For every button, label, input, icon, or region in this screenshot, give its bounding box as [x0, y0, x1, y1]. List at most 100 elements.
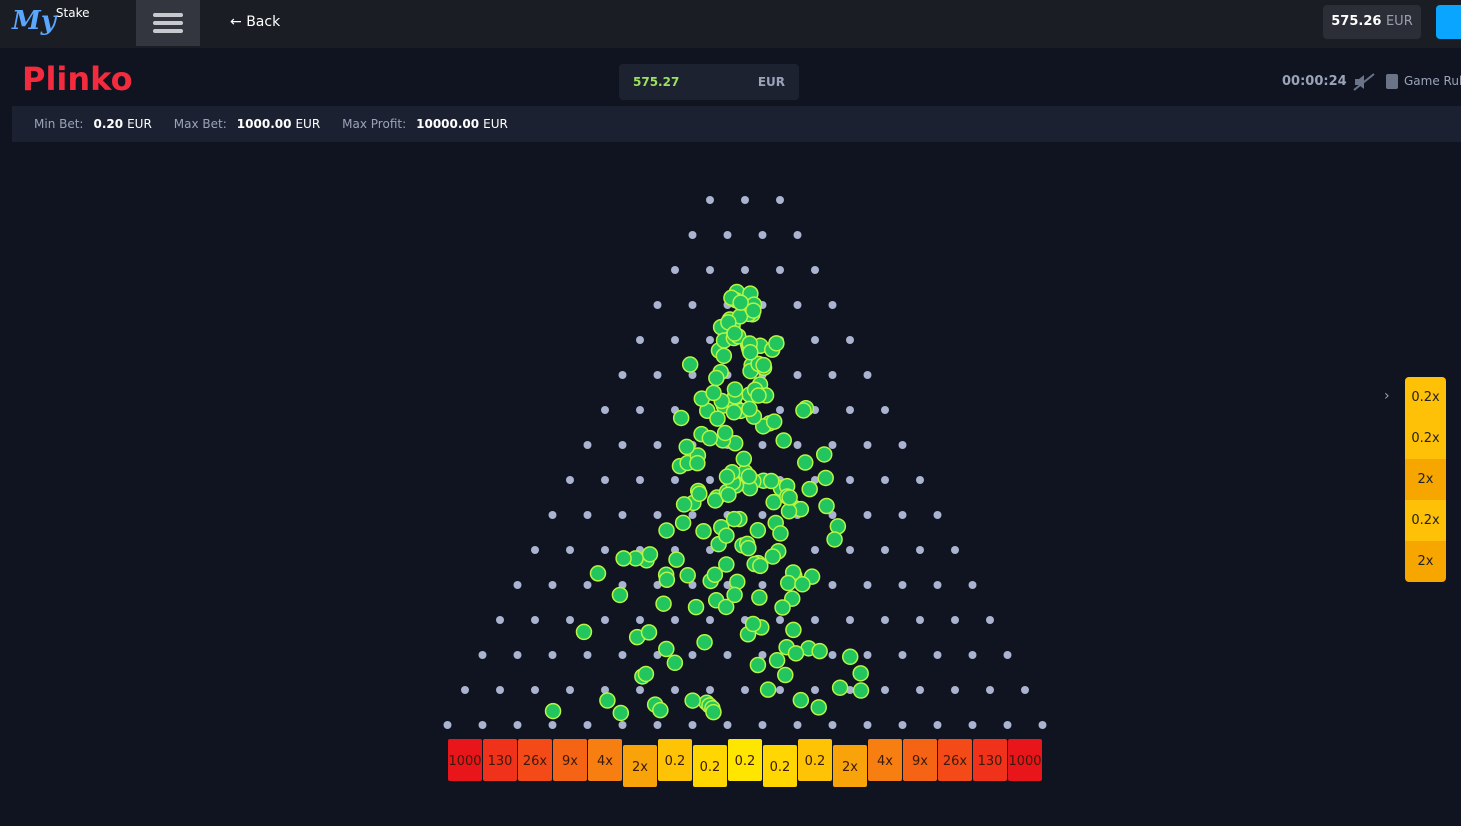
peg [846, 336, 854, 344]
peg [758, 581, 767, 589]
history-arrow[interactable]: › [1384, 388, 1390, 404]
peg [968, 721, 977, 729]
ball [764, 548, 782, 565]
peg [776, 196, 784, 204]
menu-button[interactable] [136, 0, 200, 46]
peg [601, 686, 609, 694]
history-item: 2x [1405, 459, 1446, 500]
peg [601, 406, 609, 414]
peg [951, 616, 959, 624]
peg [828, 651, 837, 659]
ball [841, 648, 859, 666]
game-balance-value: 575.27 [633, 75, 680, 89]
peg [793, 231, 802, 239]
peg [793, 371, 802, 379]
bucket [693, 745, 727, 787]
history-item: 0.2x [1405, 377, 1446, 418]
logo[interactable]: MyStake [12, 6, 89, 36]
ball [755, 356, 772, 374]
peg [671, 686, 679, 694]
peg [636, 336, 644, 344]
ball [687, 598, 705, 616]
peg [513, 581, 522, 589]
peg [811, 546, 819, 554]
ball [794, 576, 811, 593]
peg [881, 616, 889, 624]
peg [986, 616, 994, 624]
bucket [588, 739, 622, 781]
peg [548, 581, 557, 589]
peg [898, 651, 907, 659]
bucket-label: 130 [978, 754, 1003, 769]
bucket [763, 745, 797, 787]
plinko-board: 1000 130 26x 9x 4x 2x 0.2 0.2 0.2 0.2 0.2 2x 4x 9x 26x… [443, 196, 1047, 787]
peg [1003, 721, 1012, 729]
peg [601, 476, 609, 484]
history-item: 2x [1405, 541, 1446, 582]
top-bar: MyStake ← Back 575.26 EUR [0, 0, 1461, 48]
limit-label: Max Bet: [173, 117, 227, 131]
bucket-label: 2x [632, 760, 648, 775]
ball [709, 410, 726, 427]
ball [706, 566, 724, 583]
peg [828, 301, 837, 309]
peg [583, 441, 592, 449]
peg [496, 686, 504, 694]
bucket-label: 0.2 [700, 760, 721, 775]
back-button[interactable]: ← Back [230, 14, 281, 30]
deposit-button[interactable] [1436, 5, 1461, 39]
ball [637, 665, 655, 683]
ball [718, 556, 735, 573]
peg [653, 721, 662, 729]
ball [725, 403, 743, 421]
peg [636, 476, 644, 484]
peg [916, 546, 924, 554]
ball [695, 523, 712, 540]
limit-value: 1000.00 [236, 117, 292, 131]
game-balance: 575.27 EUR [619, 64, 799, 100]
peg [968, 581, 977, 589]
peg [916, 476, 924, 484]
peg [793, 441, 802, 449]
limit-unit: EUR [127, 117, 152, 131]
peg [478, 651, 487, 659]
sound-toggle[interactable] [1352, 72, 1376, 92]
peg [601, 546, 609, 554]
game-title: Plinko [22, 60, 133, 98]
peg [793, 301, 802, 309]
peg [986, 686, 994, 694]
ball [774, 599, 791, 616]
peg [933, 651, 942, 659]
peg [706, 616, 714, 624]
peg [653, 301, 662, 309]
ball [705, 384, 722, 402]
peg [706, 686, 714, 694]
peg [723, 651, 732, 659]
ball [658, 640, 675, 658]
game-rules[interactable]: Game Rules [1386, 74, 1461, 89]
balance[interactable]: 575.26 EUR [1323, 5, 1421, 39]
ball [752, 557, 769, 575]
peg [898, 581, 907, 589]
ball [666, 654, 684, 672]
bucket [868, 739, 902, 781]
ball [751, 589, 768, 606]
peg [793, 721, 802, 729]
ball [811, 642, 828, 660]
ball [599, 692, 616, 709]
peg [863, 371, 872, 379]
ball [716, 424, 734, 442]
ball [612, 704, 630, 722]
limit-label: Min Bet: [34, 117, 84, 131]
ball [718, 468, 736, 485]
ball [544, 702, 562, 720]
ball [701, 429, 719, 447]
peg [636, 406, 644, 414]
peg [776, 266, 784, 274]
limit: Max Bet: 1000.00 EUR [174, 117, 320, 131]
timer: 00:00:24 [1282, 74, 1347, 89]
ball [672, 409, 690, 427]
peg [706, 196, 714, 204]
peg [531, 616, 539, 624]
ball [718, 527, 735, 544]
